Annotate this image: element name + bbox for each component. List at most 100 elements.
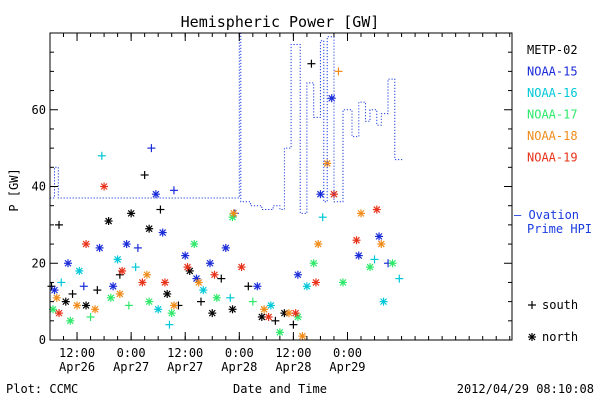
north-marker — [253, 282, 262, 291]
south-marker — [307, 59, 316, 68]
marker-stroke — [230, 209, 238, 217]
north-marker — [260, 305, 269, 314]
north-marker — [50, 286, 59, 295]
north-marker — [323, 159, 332, 168]
marker-stroke — [389, 259, 396, 267]
marker-stroke — [366, 263, 374, 271]
north-marker — [106, 293, 115, 302]
marker-stroke — [152, 190, 160, 198]
marker-stroke — [184, 263, 191, 271]
north-marker — [49, 305, 58, 314]
south-marker — [334, 67, 343, 76]
south-marker — [133, 243, 142, 252]
series-noaa-16 — [57, 151, 404, 329]
north-marker — [61, 297, 70, 306]
marker-stroke — [377, 240, 385, 248]
marker-stroke — [100, 183, 108, 190]
north-marker — [221, 243, 230, 252]
legend-ovation-label: – Ovation — [514, 208, 579, 222]
marker-stroke — [64, 259, 72, 267]
north-marker — [237, 263, 246, 272]
north-marker — [275, 328, 284, 337]
north-marker — [293, 270, 302, 279]
marker-stroke — [73, 302, 81, 309]
legend-item: NOAA-18 — [527, 129, 578, 143]
marker-stroke — [238, 263, 245, 271]
y-tick-label: 40 — [32, 180, 46, 194]
north-marker — [291, 309, 300, 318]
north-marker — [138, 278, 147, 287]
north-marker — [113, 255, 122, 264]
south-marker — [57, 278, 66, 287]
marker-stroke — [265, 313, 273, 321]
south-marker — [217, 274, 226, 283]
north-marker — [127, 209, 136, 218]
marker-stroke — [323, 160, 331, 167]
marker-stroke — [109, 282, 117, 290]
legend-ovation-label: Prime HPI — [527, 222, 592, 236]
south-marker — [271, 316, 280, 325]
south-marker — [79, 282, 88, 291]
marker-stroke — [170, 302, 178, 309]
marker-stroke — [138, 279, 146, 286]
south-marker — [395, 274, 404, 283]
south-marker — [165, 320, 174, 329]
marker-stroke — [328, 94, 336, 102]
marker-stroke — [314, 240, 322, 248]
south-marker — [156, 205, 165, 214]
south-marker — [318, 213, 327, 222]
marker-stroke — [154, 305, 162, 313]
marker-stroke — [55, 309, 63, 317]
axes-layer: 020406012:00Apr260:00Apr2712:00Apr270:00… — [32, 32, 513, 374]
marker-stroke — [213, 294, 221, 302]
marker-stroke — [53, 294, 61, 302]
north-marker — [327, 94, 336, 103]
marker-stroke — [82, 240, 90, 248]
north-marker — [82, 301, 91, 310]
north-marker — [199, 286, 208, 295]
legend-marker-label: north — [542, 330, 578, 344]
north-marker — [316, 190, 325, 199]
marker-stroke — [66, 317, 74, 325]
x-tick-label-time: 12:00 — [275, 346, 311, 360]
north-marker — [298, 332, 307, 341]
marker-stroke — [168, 309, 176, 317]
y-tick-label: 20 — [32, 256, 46, 270]
y-tick-label: 0 — [39, 333, 46, 347]
north-marker — [206, 259, 215, 268]
north-marker — [55, 309, 64, 318]
series-ovation-prime-hpi — [50, 32, 404, 214]
north-marker — [73, 301, 82, 310]
legend-item: NOAA-15 — [527, 65, 578, 79]
marker-stroke — [82, 302, 90, 309]
south-marker — [86, 312, 95, 321]
marker-stroke — [285, 309, 293, 317]
legend-item: METP-02 — [527, 43, 578, 57]
north-marker — [208, 309, 217, 318]
north-marker — [377, 240, 386, 249]
north-marker — [75, 266, 84, 275]
marker-stroke — [357, 209, 365, 217]
south-marker — [68, 289, 77, 298]
marker-stroke — [294, 271, 302, 279]
marker-stroke — [145, 225, 153, 233]
north-marker — [357, 209, 366, 218]
legend: METP-02 NOAA-15 NOAA-16 NOAA-17 NOAA-18 NOAA-… — [514, 43, 592, 344]
north-marker — [118, 266, 127, 275]
north-marker — [266, 301, 275, 310]
north-marker — [151, 190, 160, 199]
marker-stroke — [159, 229, 167, 236]
marker-stroke — [292, 309, 300, 317]
north-marker — [190, 240, 199, 249]
north-marker — [64, 259, 73, 268]
marker-stroke — [96, 244, 104, 252]
series-noaa-17 — [49, 213, 397, 337]
series-layer — [47, 32, 404, 341]
legend-item: NOAA-17 — [527, 108, 578, 122]
x-axis-label: Date and Time — [233, 382, 327, 396]
marker-stroke — [253, 282, 261, 290]
marker-stroke — [373, 206, 381, 213]
legend-south-marker — [528, 301, 536, 309]
x-tick-label-date: Apr27 — [167, 360, 203, 374]
north-marker — [95, 243, 104, 252]
